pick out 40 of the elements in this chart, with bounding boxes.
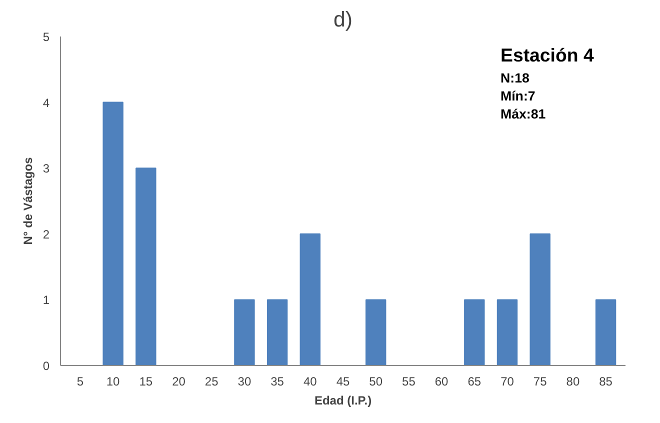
x-tick-label: 45 bbox=[336, 374, 350, 388]
chart-title: d) bbox=[334, 8, 352, 32]
x-tick-label: 20 bbox=[172, 374, 186, 388]
y-tick-label: 2 bbox=[42, 227, 50, 242]
y-tick-label: 5 bbox=[42, 30, 50, 44]
x-tick-label: 55 bbox=[402, 374, 416, 388]
y-tick-label: 3 bbox=[42, 162, 50, 176]
bar bbox=[365, 299, 386, 366]
bar bbox=[102, 102, 124, 366]
x-tick-label: 60 bbox=[434, 374, 449, 388]
annotation: Mín:7 bbox=[500, 88, 536, 104]
x-tick-label: 5 bbox=[76, 374, 84, 388]
annotation: Máx:81 bbox=[500, 106, 546, 122]
x-tick-label: 35 bbox=[270, 374, 284, 388]
x-tick-label: 10 bbox=[106, 374, 120, 388]
bar bbox=[496, 299, 518, 366]
y-tick-label: 4 bbox=[42, 96, 50, 110]
annotation: N:18 bbox=[500, 70, 530, 86]
bar bbox=[595, 299, 616, 366]
x-tick-label: 70 bbox=[500, 374, 514, 388]
annotation: Estación 4 bbox=[500, 44, 594, 66]
y-axis-title: N° de Vástagos bbox=[20, 156, 35, 245]
bar bbox=[266, 299, 288, 366]
bar bbox=[464, 299, 485, 366]
x-tick-label: 25 bbox=[204, 374, 219, 388]
x-tick-label: 15 bbox=[139, 374, 153, 388]
x-tick-label: 65 bbox=[468, 374, 482, 388]
x-tick-label: 50 bbox=[369, 374, 383, 388]
x-tick-label: 80 bbox=[566, 374, 580, 388]
x-tick-label: 85 bbox=[599, 374, 613, 388]
x-tick-label: 75 bbox=[533, 374, 548, 388]
y-tick-label: 0 bbox=[42, 359, 50, 373]
y-tick-label: 1 bbox=[42, 293, 50, 308]
bar bbox=[530, 233, 550, 366]
x-tick-label: 40 bbox=[303, 374, 318, 388]
bar bbox=[234, 299, 255, 366]
x-tick-label: 30 bbox=[238, 374, 252, 388]
x-axis-title: Edad (I.P.) bbox=[314, 394, 372, 408]
bar bbox=[136, 168, 156, 366]
bar bbox=[300, 233, 321, 366]
